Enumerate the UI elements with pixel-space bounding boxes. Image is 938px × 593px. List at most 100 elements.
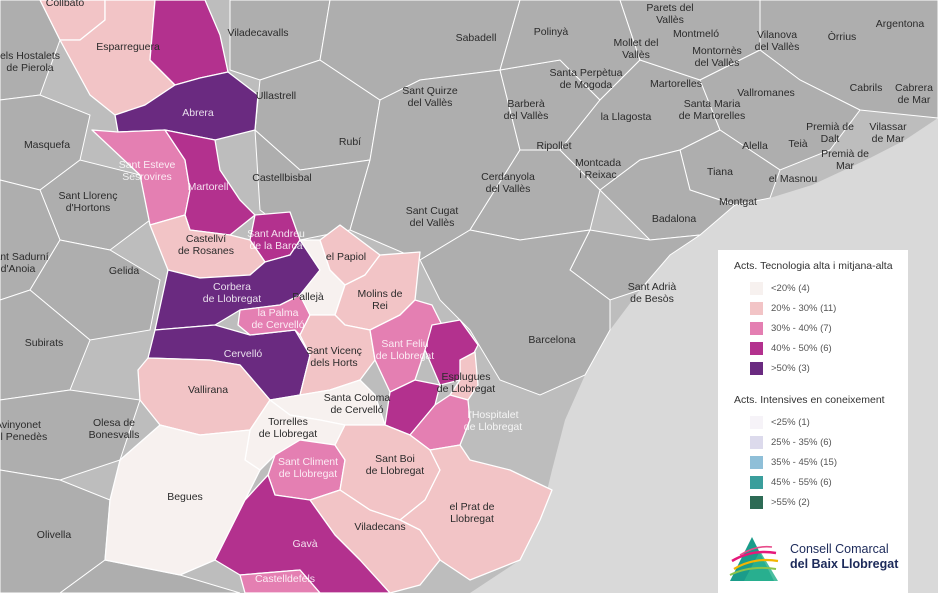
legend-ik-swatch (750, 475, 763, 489)
label-olesa-bonesvalls: Olesa de Bonesvalls (89, 417, 140, 441)
label-barcelona: Barcelona (528, 334, 575, 346)
label-sabadell: Sabadell (456, 32, 497, 44)
label-begues: Begues (167, 491, 203, 503)
label-sant-andreu: Sant Andreu de la Barca (247, 228, 305, 252)
label-sant-feliu: Sant Feliu de Llobregat (376, 338, 434, 362)
label-molins: Molins de Rei (358, 288, 403, 312)
consell-logo: Consell Comarcal del Baix Llobregat (726, 531, 898, 583)
label-badalona: Badalona (652, 213, 697, 225)
mountain-logo-icon (729, 537, 779, 581)
legend-tech-swatch (750, 361, 763, 375)
legend-tech-item: 30% - 40% (7) (750, 318, 908, 338)
muni-castelldefels[interactable] (239, 569, 321, 593)
legend-tech-item: >50% (3) (750, 358, 908, 378)
label-premia-mar: Premià de Mar (821, 148, 869, 172)
label-vallirana: Vallirana (188, 384, 228, 396)
label-vilassar: Vilassar de Mar (869, 121, 907, 145)
legend-ik-title: Acts. Intensives en coneixement (734, 394, 885, 406)
label-argentona: Argentona (876, 18, 925, 30)
legend-tech-label: >50% (3) (771, 362, 810, 374)
legend-ik-label: <25% (1) (771, 416, 810, 428)
label-esplugues: Esplugues de Llobregat (437, 371, 495, 395)
label-viladecans: Viladecans (354, 521, 405, 533)
label-olivella: Olivella (37, 529, 72, 541)
legend-ik-list: <25% (1) 25% - 35% (6) 35% - 45% (15) 45% -… (718, 412, 908, 512)
label-masquefa: Masquefa (24, 139, 70, 151)
legend-tech-swatch (750, 301, 763, 315)
label-torrelles: Torrelles de Llobregat (259, 416, 317, 440)
label-martorell: Martorell (188, 181, 229, 193)
muni-olesa[interactable] (149, 0, 229, 86)
label-terrassa: Terrassa (320, 0, 360, 3)
legend-ik-item: <25% (1) (750, 412, 908, 432)
label-teia: Teià (788, 138, 807, 150)
label-polinya: Polinyà (534, 26, 569, 38)
label-martorelles: Martorelles (650, 78, 702, 90)
label-sant-cugat: Sant Cugat del Vallès (406, 205, 459, 229)
legend-ik-item: 35% - 45% (15) (750, 452, 908, 472)
label-pallejа: Pallejà (292, 291, 324, 303)
map-legend: Acts. Tecnologia alta i mitjana-alta <20… (718, 250, 908, 593)
label-sant-vicenc: Sant Vicenç dels Horts (306, 345, 362, 369)
legend-ik-label: >55% (2) (771, 496, 810, 508)
legend-ik-label: 25% - 35% (6) (771, 436, 832, 448)
legend-ik-swatch (750, 455, 763, 469)
legend-ik-swatch (750, 435, 763, 449)
label-vilanova-valles: Vilanova del Vallès (755, 29, 800, 53)
label-tiana: Tiana (707, 166, 733, 178)
label-ripollet: Ripollet (536, 140, 571, 152)
logo-line1: Consell Comarcal (790, 542, 889, 556)
label-cervello: Cervelló (224, 348, 263, 360)
legend-tech-swatch (750, 321, 763, 335)
label-castellbisbal: Castellbisbal (252, 172, 312, 184)
legend-ik-swatch (750, 495, 763, 509)
legend-tech-item: 20% - 30% (11) (750, 298, 908, 318)
label-ullastrell: Ullastrell (256, 90, 296, 102)
label-cerdanyola: Cerdanyola del Vallès (481, 171, 535, 195)
label-montmelo: Montmeló (673, 28, 719, 40)
label-montcada: Montcada i Reixac (575, 157, 621, 181)
label-sant-quirze: Sant Quirze del Vallès (402, 85, 458, 109)
label-sant-llorenc: Sant Llorenç d'Hortons (59, 190, 118, 214)
label-abrera: Abrera (182, 107, 214, 119)
label-orrius: Òrrius (828, 30, 857, 43)
label-alella: Alella (742, 140, 768, 152)
legend-ik-item: 45% - 55% (6) (750, 472, 908, 492)
label-viladecavalls: Viladecavalls (227, 27, 288, 39)
label-santa-perpetua: Santa Perpètua de Mogoda (550, 67, 623, 91)
label-parets: Parets del Vallès (646, 2, 693, 26)
label-barbera: Barberà del Vallès (504, 98, 549, 122)
baix-llobregat-municipalities (39, 0, 553, 593)
label-santa-coloma: Santa Coloma de Cervelló (324, 392, 391, 416)
label-montgat: Montgat (719, 196, 757, 208)
muni-el-prat[interactable] (399, 444, 553, 581)
label-mollet: Mollet del Vallès (614, 37, 659, 61)
label-sant-boi: Sant Boi de Llobregat (366, 453, 424, 477)
legend-ik-label: 35% - 45% (15) (771, 456, 838, 468)
legend-tech-item: 40% - 50% (6) (750, 338, 908, 358)
label-subirats: Subirats (25, 337, 64, 349)
legend-tech-label: <20% (4) (771, 282, 810, 294)
label-gava: Gavà (292, 538, 317, 550)
legend-tech-label: 20% - 30% (11) (771, 302, 837, 314)
label-santa-maria-martorelles: Santa Maria de Martorelles (679, 98, 746, 122)
legend-tech-swatch (750, 341, 763, 355)
legend-ik-swatch (750, 415, 763, 429)
legend-ik-label: 45% - 55% (6) (771, 476, 832, 488)
label-premia-dalt: Premià de Dalt (806, 121, 854, 145)
label-montornes: Montornès del Vallès (692, 45, 742, 69)
label-el-papiol: el Papiol (326, 251, 366, 263)
label-esparreguera: Esparreguera (96, 41, 160, 53)
label-avinyonet: Avinyonetdel Penedès (0, 419, 47, 443)
label-gelida: Gelida (109, 265, 140, 277)
label-sant-esteve: Sant Esteve Sesrovires (119, 159, 176, 183)
label-cabrils: Cabrils (850, 82, 883, 94)
label-castellvi: Castellví de Rosanes (178, 233, 234, 257)
logo-line2: del Baix Llobregat (790, 557, 899, 571)
label-hospitalet: l'Hospitalet de Llobregat (464, 409, 522, 433)
legend-tech-swatch (750, 281, 763, 295)
legend-tech-title: Acts. Tecnologia alta i mitjana-alta (734, 260, 893, 272)
